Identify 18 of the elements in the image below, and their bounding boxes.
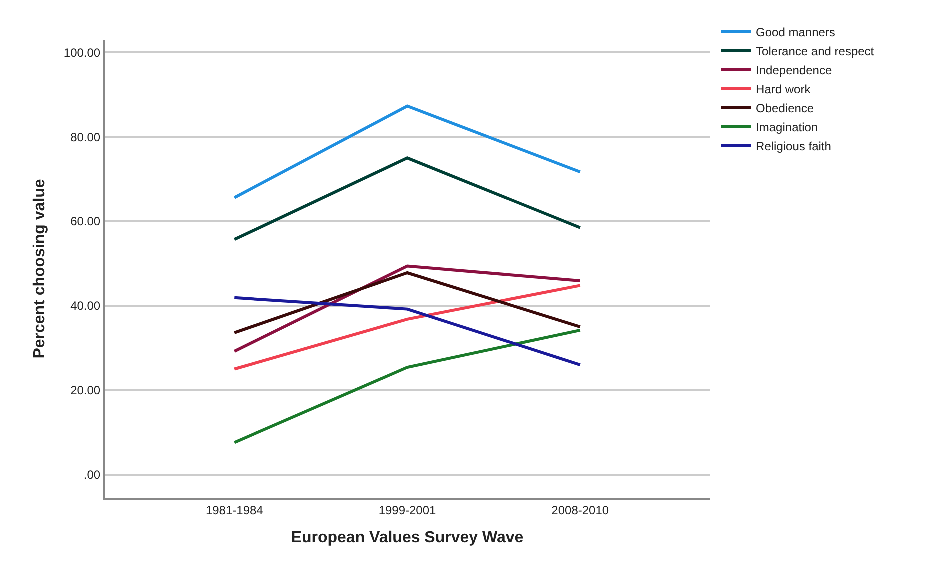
- legend-label: Independence: [756, 63, 832, 78]
- y-tick-label: 100.00: [64, 46, 101, 60]
- y-tick-label: 40.00: [70, 299, 101, 314]
- y-tick-label: 20.00: [70, 384, 101, 398]
- y-axis-title: Percent choosing value: [31, 179, 48, 359]
- y-tick-label: 80.00: [70, 130, 101, 144]
- x-tick-label: 1981-1984: [206, 503, 264, 518]
- legend-label: Obedience: [756, 101, 814, 116]
- legend-label: Hard work: [756, 82, 812, 96]
- y-tick-label: .00: [84, 468, 101, 482]
- legend-label: Good manners: [756, 25, 836, 40]
- x-axis-title: European Values Survey Wave: [291, 530, 524, 547]
- legend-label: Tolerance and respect: [756, 44, 875, 58]
- legend-label: Imagination: [756, 120, 818, 134]
- x-tick-label: 2008-2010: [552, 503, 610, 518]
- x-tick-label: 1999-2001: [378, 503, 437, 518]
- legend-label: Religious faith: [756, 139, 832, 154]
- y-tick-label: 60.00: [70, 214, 101, 229]
